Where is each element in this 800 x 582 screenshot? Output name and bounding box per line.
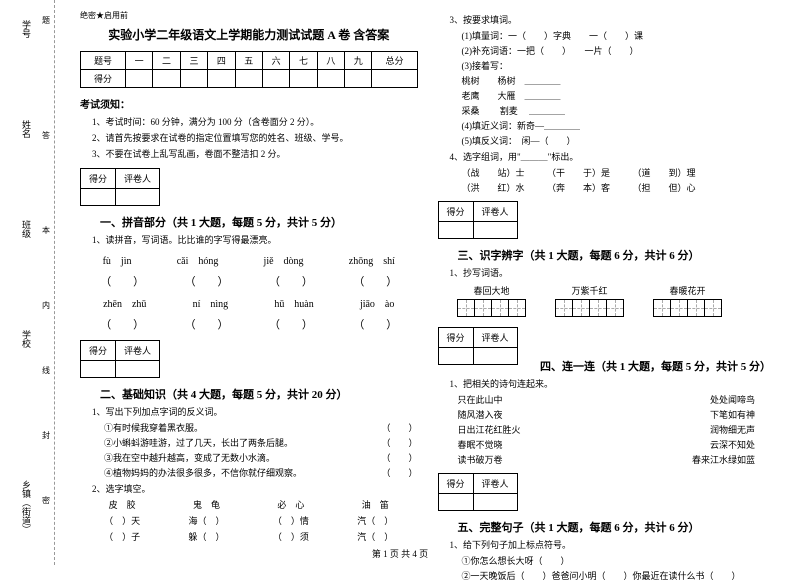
question-text: 4、选字组词，用"＿＿＿"标出。 [450,150,776,163]
score-box: 得分评卷人 [438,473,518,511]
choice-row: 皮 胶鬼 龟必 心油 笛 [80,498,418,511]
sub-item: （洪 红）水 （奔 本）客 （担 但）心 [462,181,776,194]
sub-item: ④植物妈妈的办法很多很多，不信你就仔细观察。（ ） [104,466,418,479]
confidential-label: 绝密★启用前 [80,10,418,21]
section-2-title: 二、基础知识（共 4 大题，每题 5 分，共计 20 分） [100,386,348,402]
sub-item: (2)补充词语：一把（ ） 一片（ ） [462,44,776,57]
matching-box: 只在此山中处处闻啼鸟随风潜入夜下笔如有神日出江花红胜火润物细无声春眠不觉晓云深不… [438,393,776,466]
right-column: 3、按要求填词。 (1)填量词：一（ ）字典 一（ ）课 (2)补充词语：一把（… [428,10,786,555]
fill-row: （ ）子躲（ ）（ ）须汽（ ） [80,530,418,543]
sub-item: ③我在空中越升越高，变成了无数小水滴。（ ） [104,451,418,464]
pinyin-row: fù jìncǎi hóngjiě dòngzhōng shí [80,252,418,267]
sub-item: （战 站）士 （干 于）是 （道 到）理 [462,166,776,179]
sub-item: (4)填近义词：新奇—＿＿＿＿ [462,119,776,132]
score-box: 得分评卷人 [438,327,518,365]
exam-title: 实验小学二年级语文上学期能力测试试题 A 卷 含答案 [80,26,418,43]
section-5-title: 五、完整句子（共 1 大题，每题 6 分，共计 6 分） [458,519,700,535]
sub-item: ②一天晚饭后（ ）爸爸问小明（ ）你最近在读什么书（ ） [462,569,776,582]
answer-row: （ ）（ ）（ ）（ ） [80,273,418,289]
pinyin-row: zhēn zhūní nìnghū huànjiāo ào [80,295,418,310]
rule-item: 1、考试时间：60 分钟，满分为 100 分（含卷面分 2 分）。 [92,115,418,128]
sub-item: (1)填量词：一（ ）字典 一（ ）课 [462,29,776,42]
score-box: 得分评卷人 [80,340,160,378]
margin-label: 学校 [20,330,33,348]
sub-item: (5)填反义词： 闲—（ ） [462,134,776,147]
margin-label: 乡镇（街道） [20,480,33,534]
margin-label: 姓名 [20,120,33,138]
rules-heading: 考试须知： [80,96,418,111]
fill-row: （ ）天海（ ）（ ）情汽（ ） [80,514,418,527]
sub-item: 采桑 割麦 ＿＿＿＿ [462,104,776,117]
char-grid-row: 春回大地 万紫千红 春暖花开 [458,284,776,317]
question-text: 3、按要求填词。 [450,13,776,26]
question-text: 1、抄写词语。 [450,266,776,279]
rule-item: 2、请首先按要求在试卷的指定位置填写您的姓名、班级、学号。 [92,131,418,144]
sub-item: ②小蝌蚪游哇游，过了几天，长出了两条后腿。（ ） [104,436,418,449]
binding-margin: 学号 姓名 班级 学校 乡镇（街道） 题 答 本 内 线 封 密 [0,0,55,565]
question-text: 1、写出下列加点字词的反义词。 [92,405,418,418]
sub-item: 桃树 杨树 ＿＿＿＿ [462,74,776,87]
score-box: 得分评卷人 [438,201,518,239]
sub-item: (3)接着写： [462,59,776,72]
question-text: 1、把相关的诗句连起来。 [450,377,776,390]
sub-item: ①有时候我穿着黑衣服。（ ） [104,421,418,434]
page-footer: 第 1 页 共 4 页 [0,547,800,560]
section-1-title: 一、拼音部分（共 1 大题，每题 5 分，共计 5 分） [100,214,342,230]
score-summary-table: 题号一二三四五六七八九总分 得分 [80,51,418,88]
score-box: 得分评卷人 [80,168,160,206]
question-text: 1、读拼音，写词语。比比谁的字写得最漂亮。 [92,233,418,246]
sub-item: 老鹰 大雁 ＿＿＿＿ [462,89,776,102]
answer-row: （ ）（ ）（ ）（ ） [80,316,418,332]
margin-label: 班级 [20,220,33,238]
rule-item: 3、不要在试卷上乱写乱画，卷面不整洁扣 2 分。 [92,147,418,160]
margin-label: 学号 [20,20,33,38]
section-3-title: 三、识字辨字（共 1 大题，每题 6 分，共计 6 分） [458,247,700,263]
section-4-title: 四、连一连（共 1 大题，每题 5 分，共计 5 分） [540,358,771,374]
left-column: 绝密★启用前 实验小学二年级语文上学期能力测试试题 A 卷 含答案 题号一二三四… [70,10,428,555]
question-text: 2、选字填空。 [92,482,418,495]
